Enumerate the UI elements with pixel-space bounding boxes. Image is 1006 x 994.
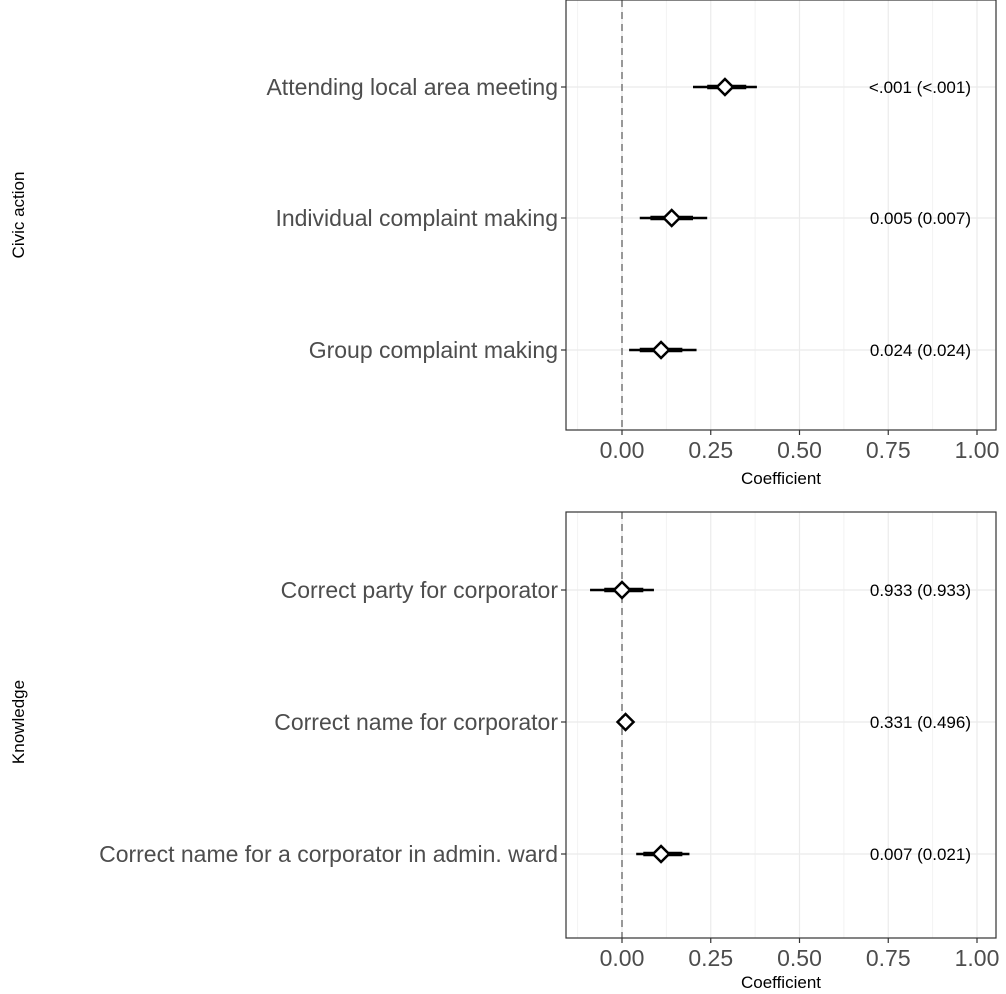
p-value-annotation: 0.007 (0.021) [870,845,971,864]
group-label: Civic action [9,172,28,259]
plot-border [565,511,997,939]
group-label: Knowledge [9,680,28,764]
x-tick-label: 0.00 [600,437,645,463]
row-label: Attending local area meeting [266,74,558,100]
estimate-point [661,208,682,228]
x-tick-label: 0.00 [600,945,645,971]
x-tick-label: 1.00 [955,437,1000,463]
estimate-point [715,77,735,97]
p-value-annotation: 0.024 (0.024) [870,341,971,360]
plot-background [566,512,996,938]
panel-0: Attending local area meeting <.001 (<.001… [9,0,999,488]
plot-border [565,0,997,431]
x-tick-label: 0.50 [777,945,822,971]
x-axis-title: Coefficient [741,469,821,488]
p-value-annotation: 0.331 (0.496) [870,713,971,732]
plot-background [566,0,996,430]
row-label: Correct party for corporator [281,577,559,603]
row-label: Individual complaint making [275,205,558,231]
x-tick-label: 0.50 [777,437,822,463]
x-tick-label: 0.75 [866,945,911,971]
p-value-annotation: 0.933 (0.933) [870,581,971,600]
x-tick-label: 0.75 [866,437,911,463]
x-tick-label: 0.25 [688,945,733,971]
x-tick-label: 1.00 [955,945,1000,971]
p-value-annotation: <.001 (<.001) [869,78,971,97]
x-axis-title: Coefficient [741,973,821,992]
p-value-annotation: 0.005 (0.007) [870,209,971,228]
estimate-point [651,844,671,864]
panel-1: Correct party for corporator 0.933 (0.933… [9,511,1000,992]
row-label: Correct name for corporator [274,709,558,735]
row-label: Group complaint making [309,337,558,363]
estimate-point [651,340,671,360]
x-tick-label: 0.25 [688,437,733,463]
estimate-point [615,712,636,732]
row-label: Correct name for a corporator in admin. … [99,841,558,867]
estimate-point [612,580,632,600]
